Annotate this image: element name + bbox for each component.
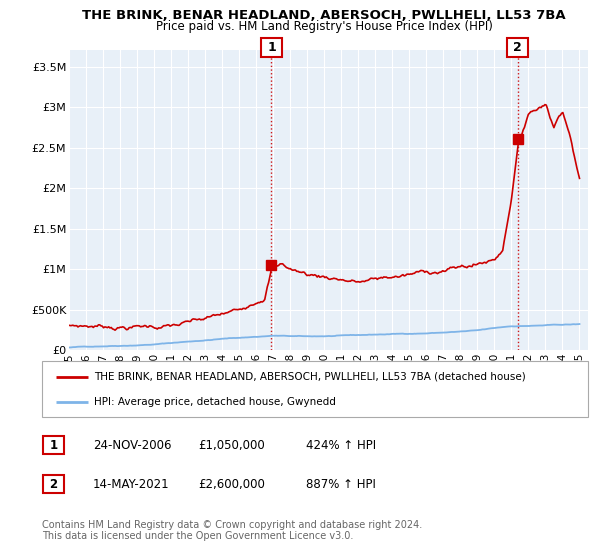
Text: 2: 2 (514, 41, 522, 54)
Text: 24-NOV-2006: 24-NOV-2006 (93, 438, 172, 452)
Text: THE BRINK, BENAR HEADLAND, ABERSOCH, PWLLHELI, LL53 7BA: THE BRINK, BENAR HEADLAND, ABERSOCH, PWL… (82, 9, 566, 22)
Text: 424% ↑ HPI: 424% ↑ HPI (306, 438, 376, 452)
Text: £2,600,000: £2,600,000 (198, 478, 265, 491)
Text: Price paid vs. HM Land Registry's House Price Index (HPI): Price paid vs. HM Land Registry's House … (155, 20, 493, 34)
FancyBboxPatch shape (43, 475, 64, 493)
Text: HPI: Average price, detached house, Gwynedd: HPI: Average price, detached house, Gwyn… (94, 396, 336, 407)
Text: 1: 1 (267, 41, 276, 54)
FancyBboxPatch shape (508, 38, 528, 57)
Text: THE BRINK, BENAR HEADLAND, ABERSOCH, PWLLHELI, LL53 7BA (detached house): THE BRINK, BENAR HEADLAND, ABERSOCH, PWL… (94, 372, 526, 382)
FancyBboxPatch shape (42, 361, 588, 417)
Text: 14-MAY-2021: 14-MAY-2021 (93, 478, 170, 491)
Text: 1: 1 (49, 438, 58, 452)
FancyBboxPatch shape (43, 436, 64, 454)
FancyBboxPatch shape (261, 38, 282, 57)
Text: 2: 2 (49, 478, 58, 491)
Text: 887% ↑ HPI: 887% ↑ HPI (306, 478, 376, 491)
Text: £1,050,000: £1,050,000 (198, 438, 265, 452)
Text: Contains HM Land Registry data © Crown copyright and database right 2024.
This d: Contains HM Land Registry data © Crown c… (42, 520, 422, 542)
